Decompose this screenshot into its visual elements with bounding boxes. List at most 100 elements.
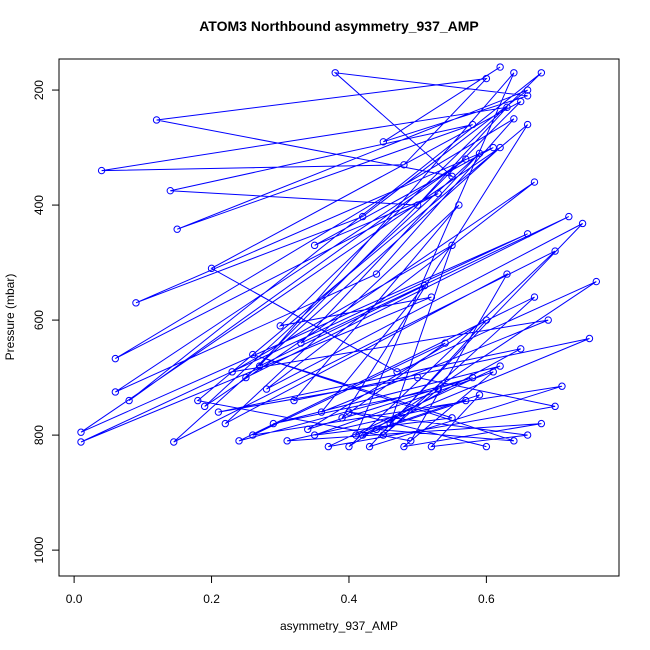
data-point (510, 69, 518, 77)
data-point (372, 425, 381, 434)
x-tick-label: 0.2 (203, 592, 220, 606)
data-point (578, 219, 587, 228)
data-point (565, 212, 573, 221)
data-point (503, 270, 511, 278)
data-point (413, 373, 422, 382)
data-point (523, 431, 532, 439)
data-point (503, 103, 511, 112)
data-point (235, 437, 243, 445)
data-point (482, 316, 491, 324)
y-axis-label: Pressure (mbar) (3, 274, 17, 361)
data-point (523, 86, 532, 94)
data-point (310, 241, 319, 250)
data-point (77, 438, 85, 446)
data-point (523, 92, 532, 100)
plot-area (77, 63, 601, 451)
data-point (400, 442, 408, 451)
data-point (221, 419, 229, 428)
data-point (304, 425, 312, 434)
y-tick-label: 200 (32, 80, 46, 100)
data-point (496, 143, 504, 152)
data-point (338, 414, 346, 422)
y-tick-label: 800 (32, 425, 46, 445)
data-point (510, 115, 518, 123)
data-point (214, 408, 223, 416)
data-point (345, 408, 353, 416)
data-point (111, 388, 120, 396)
data-point (434, 189, 442, 198)
data-point (170, 438, 178, 446)
data-point (544, 316, 552, 324)
data-point (517, 345, 525, 353)
data-point (310, 431, 319, 439)
data-point (132, 299, 140, 307)
data-point (269, 419, 278, 428)
data-point (475, 391, 484, 399)
data-point (359, 212, 367, 221)
data-point (482, 442, 491, 451)
data-point (290, 396, 298, 405)
data-point (475, 149, 484, 158)
data-point (317, 408, 326, 416)
data-point (345, 442, 353, 451)
data-point (262, 385, 271, 393)
data-point (434, 385, 442, 393)
data-point (111, 354, 120, 363)
data-point (468, 373, 477, 382)
data-point (379, 431, 388, 439)
data-point (173, 225, 181, 233)
data-point (530, 178, 539, 186)
data-point (125, 396, 133, 405)
data-point (207, 264, 216, 273)
data-point (585, 334, 594, 343)
data-point (592, 277, 601, 286)
data-point (427, 442, 436, 451)
data-point (393, 368, 401, 376)
data-point (379, 138, 388, 146)
data-point (551, 402, 559, 411)
data-point (255, 362, 264, 370)
data-point (200, 402, 209, 411)
data-point (228, 368, 236, 376)
data-point (166, 186, 175, 195)
data-point (448, 414, 456, 422)
data-point (455, 201, 463, 209)
data-point (510, 437, 518, 445)
data-point (482, 74, 491, 83)
data-point (331, 69, 339, 77)
data-point (152, 116, 161, 124)
data-point (413, 201, 422, 209)
data-point (297, 339, 305, 347)
x-tick-label: 0.6 (478, 592, 495, 606)
data-point (489, 368, 497, 376)
data-point (448, 241, 456, 250)
data-point (400, 161, 408, 169)
data-point (427, 293, 436, 301)
data-point (462, 396, 470, 405)
data-point (420, 281, 429, 290)
data-point (372, 270, 381, 278)
x-axis-label: asymmetry_937_AMP (280, 619, 398, 633)
data-point (517, 97, 525, 106)
data-point (496, 362, 504, 370)
data-point (523, 230, 532, 238)
data-point (249, 431, 257, 439)
data-point (359, 431, 367, 439)
series-line (80, 66, 597, 448)
data-point (537, 69, 546, 77)
data-point (386, 419, 394, 428)
data-point (194, 396, 202, 405)
y-tick-label: 600 (32, 310, 46, 330)
data-point (283, 437, 291, 445)
y-tick-label: 400 (32, 195, 46, 215)
plot-frame (58, 58, 620, 577)
data-point (496, 63, 504, 71)
data-point (97, 166, 106, 175)
data-point (523, 120, 532, 129)
data-point (365, 442, 374, 451)
data-point (448, 172, 456, 181)
data-point (249, 350, 257, 359)
x-tick-label: 0.4 (341, 592, 358, 606)
data-point (468, 120, 477, 129)
